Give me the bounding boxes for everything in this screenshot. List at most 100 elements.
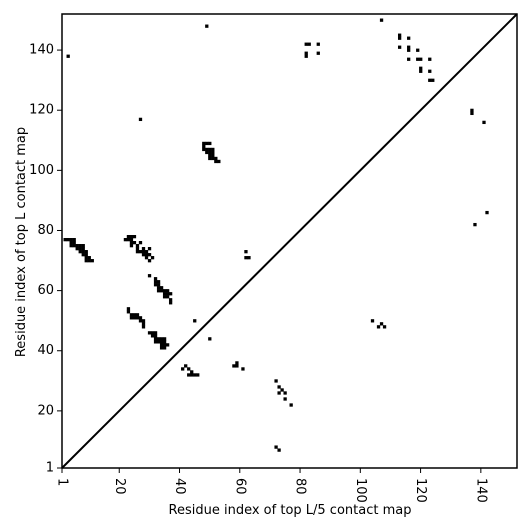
contact-cell bbox=[482, 120, 486, 125]
contact-cell bbox=[187, 373, 191, 377]
contact-cell bbox=[129, 235, 134, 239]
contact-cell bbox=[162, 289, 167, 293]
contact-cell bbox=[304, 51, 308, 55]
contact-cell bbox=[241, 367, 245, 371]
contact-cell bbox=[431, 78, 435, 82]
contact-cell bbox=[217, 159, 221, 164]
contact-cell bbox=[138, 316, 143, 320]
contact-cell bbox=[277, 448, 281, 452]
x-axis-ticks: 1 20 40 60 80 100 120 140 bbox=[55, 468, 488, 503]
x-tick-label: 120 bbox=[413, 478, 428, 503]
contact-cell bbox=[205, 147, 209, 152]
contact-cell bbox=[69, 238, 73, 242]
contact-cell bbox=[211, 147, 215, 152]
contact-cell bbox=[202, 144, 206, 149]
contact-cell bbox=[202, 147, 206, 152]
contact-cell bbox=[66, 238, 70, 242]
contact-cell bbox=[162, 340, 167, 344]
contact-cell bbox=[193, 319, 197, 323]
contact-cell bbox=[184, 364, 188, 368]
contact-cell bbox=[78, 244, 82, 248]
x-tick-label: 60 bbox=[232, 478, 247, 495]
contact-cell bbox=[244, 256, 248, 260]
contact-cell bbox=[407, 45, 411, 49]
contact-cell bbox=[153, 334, 158, 338]
contact-cell bbox=[274, 379, 278, 383]
contact-cell bbox=[135, 313, 140, 317]
contact-cell bbox=[150, 256, 155, 260]
x-axis-label: Residue index of top L/5 contact map bbox=[169, 503, 412, 518]
contact-cell bbox=[126, 310, 131, 314]
contact-cell bbox=[277, 385, 281, 389]
contact-cell bbox=[165, 295, 170, 299]
contact-cell bbox=[280, 388, 284, 392]
contact-cell bbox=[153, 280, 158, 284]
contact-cell bbox=[235, 364, 239, 368]
contact-cell bbox=[208, 153, 212, 158]
contact-cell bbox=[66, 54, 70, 58]
contact-cell bbox=[153, 277, 158, 281]
contact-cell bbox=[196, 373, 200, 377]
contact-cell bbox=[485, 210, 489, 215]
contact-cell bbox=[379, 322, 384, 326]
contact-cell bbox=[397, 45, 402, 49]
contact-cell bbox=[419, 69, 423, 73]
contact-cell bbox=[147, 259, 152, 263]
contact-cell bbox=[87, 256, 91, 260]
contact-cell bbox=[428, 78, 432, 82]
contact-cell bbox=[159, 289, 164, 293]
contact-cell bbox=[165, 343, 170, 347]
contact-cell bbox=[69, 244, 73, 248]
contact-cell bbox=[211, 156, 215, 161]
contact-cell bbox=[156, 286, 161, 290]
contact-cell bbox=[126, 238, 131, 242]
contact-cell bbox=[144, 250, 149, 254]
contact-cell bbox=[470, 108, 474, 113]
y-tick-label: 20 bbox=[37, 403, 54, 418]
contact-cell bbox=[75, 244, 79, 248]
contact-cell bbox=[407, 48, 411, 52]
x-tick-label: 1 bbox=[55, 478, 70, 486]
contact-cell bbox=[470, 111, 474, 116]
contact-cell bbox=[162, 292, 167, 296]
contact-cell bbox=[84, 250, 88, 254]
contact-cell bbox=[90, 259, 94, 263]
contact-cell bbox=[370, 319, 375, 323]
contact-cell bbox=[72, 244, 76, 248]
contact-cell bbox=[81, 247, 85, 251]
contact-cell bbox=[379, 18, 384, 22]
contact-cell bbox=[190, 370, 194, 374]
contact-cell bbox=[153, 337, 158, 341]
contact-cell bbox=[147, 274, 152, 278]
contact-cell bbox=[75, 247, 79, 251]
contact-cell bbox=[78, 250, 82, 254]
contact-cell bbox=[78, 247, 82, 251]
contact-cell bbox=[144, 256, 149, 260]
contact-cell bbox=[72, 241, 76, 245]
contact-cell bbox=[147, 253, 152, 257]
contact-cell bbox=[419, 57, 423, 61]
contact-cell bbox=[419, 66, 423, 70]
contact-cell bbox=[153, 331, 158, 335]
contact-cell bbox=[126, 307, 131, 311]
contact-cell bbox=[141, 319, 146, 323]
contact-cell bbox=[129, 316, 134, 320]
contact-cell bbox=[156, 283, 161, 287]
contact-cell bbox=[304, 42, 308, 46]
contact-cell bbox=[141, 247, 146, 251]
contact-cell bbox=[156, 340, 161, 344]
contact-cell bbox=[138, 117, 143, 122]
contact-cell bbox=[159, 286, 164, 290]
contact-cell bbox=[84, 253, 88, 257]
contact-cell bbox=[168, 292, 173, 296]
contact-cell bbox=[132, 316, 137, 320]
contact-cell bbox=[307, 42, 311, 46]
x-tick-label: 80 bbox=[293, 478, 308, 495]
y-tick-label: 80 bbox=[37, 223, 54, 238]
contact-cell bbox=[129, 313, 134, 317]
contact-cell bbox=[135, 247, 140, 251]
contact-cell bbox=[156, 337, 161, 341]
contact-cell bbox=[135, 244, 140, 248]
contact-cell bbox=[407, 57, 411, 61]
contact-cell bbox=[416, 57, 420, 61]
